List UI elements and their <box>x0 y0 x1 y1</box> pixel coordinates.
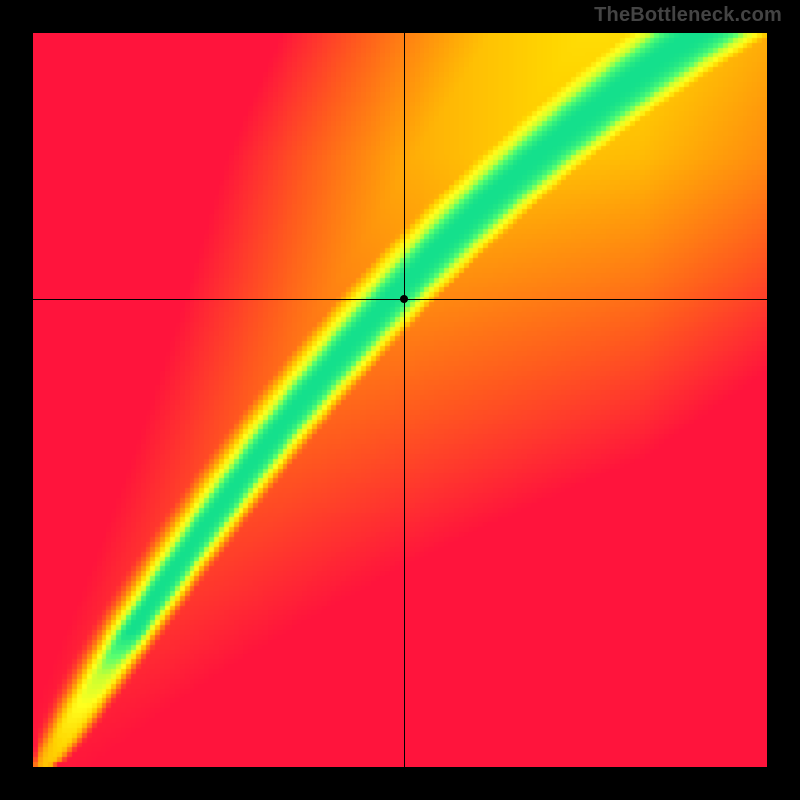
heatmap-canvas <box>33 33 767 767</box>
plot-area <box>33 33 767 767</box>
chart-frame: TheBottleneck.com <box>0 0 800 800</box>
watermark-text: TheBottleneck.com <box>594 4 782 27</box>
